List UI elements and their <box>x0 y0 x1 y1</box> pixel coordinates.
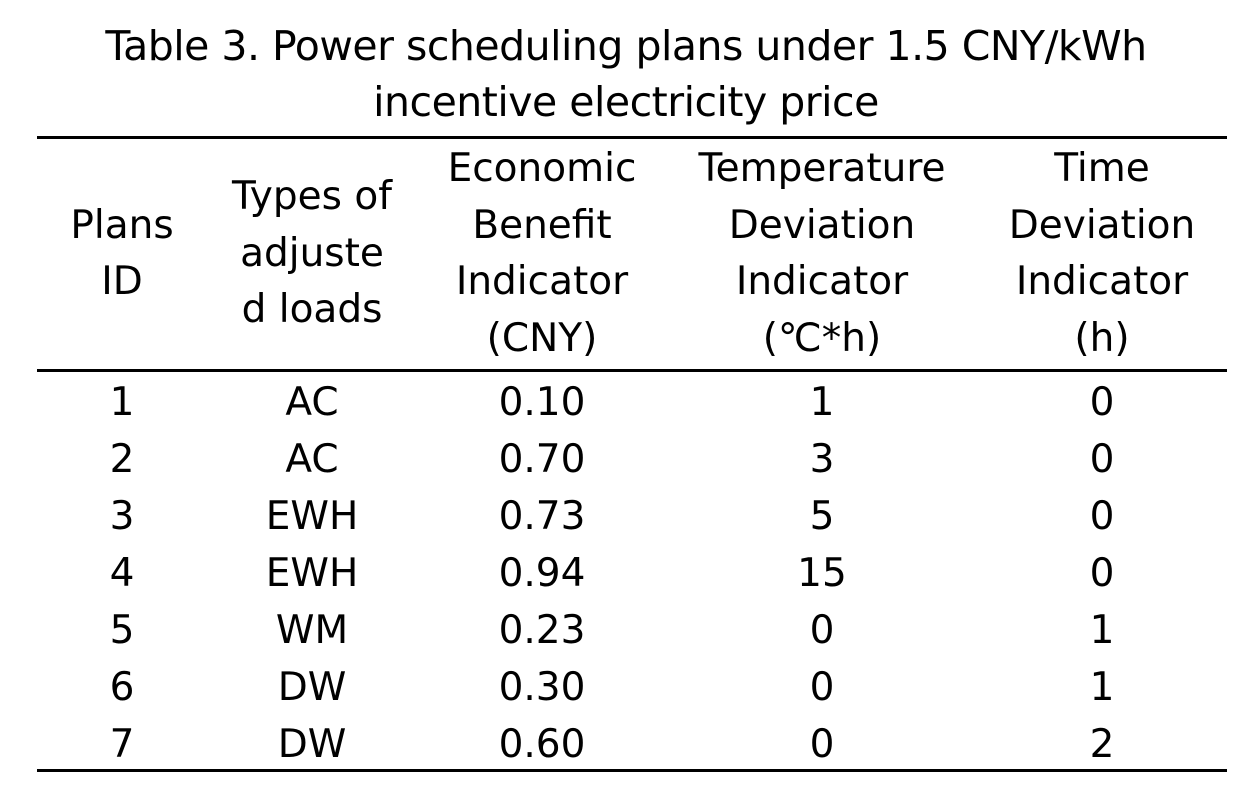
header-rule <box>37 369 1227 372</box>
cell-temperature-deviation: 0 <box>809 665 835 710</box>
table-row: 1 AC 0.10 1 0 <box>37 374 1227 431</box>
cell-plan-id: 5 <box>109 608 135 653</box>
header-text: ID <box>101 259 143 304</box>
cell-plan-id: 2 <box>109 437 135 482</box>
header-economic-benefit: Economic Benefit Indicator (CNY) <box>439 142 645 366</box>
table-body: 1 AC 0.10 1 0 2 AC 0.70 3 0 3 EWH 0.73 5… <box>37 374 1227 773</box>
header-text: (h) <box>1074 315 1130 361</box>
table-row: 5 WM 0.23 0 1 <box>37 602 1227 659</box>
table-row: 3 EWH 0.73 5 0 <box>37 488 1227 545</box>
cell-load-type: WM <box>275 608 349 653</box>
cell-plan-id: 1 <box>109 380 135 425</box>
header-text: Time <box>1054 146 1150 191</box>
cell-load-type: DW <box>277 722 347 767</box>
header-text: Indicator <box>735 259 909 304</box>
header-time-deviation: Time Deviation Indicator (h) <box>995 142 1209 366</box>
cell-time-deviation: 0 <box>1089 380 1115 425</box>
cell-time-deviation: 1 <box>1089 665 1115 710</box>
cell-temperature-deviation: 0 <box>809 722 835 767</box>
table-header: Plans ID Types of adjuste d loads Econom… <box>37 142 1227 366</box>
table-caption: Table 3. Power scheduling plans under 1.… <box>0 18 1252 130</box>
cell-economic-benefit: 0.30 <box>498 665 586 710</box>
cell-temperature-deviation: 15 <box>797 551 847 596</box>
caption-line-2: incentive electricity price <box>373 78 879 126</box>
header-text: Benefit <box>472 202 612 248</box>
table-row: 7 DW 0.60 0 2 <box>37 716 1227 773</box>
cell-plan-id: 7 <box>109 722 135 767</box>
header-text: Plans <box>70 202 174 248</box>
cell-time-deviation: 0 <box>1089 494 1115 539</box>
header-text: Indicator <box>1015 259 1189 304</box>
cell-economic-benefit: 0.10 <box>498 380 586 425</box>
cell-plan-id: 4 <box>109 551 135 596</box>
header-plans-id: Plans ID <box>37 142 207 366</box>
bottom-rule <box>37 769 1227 772</box>
cell-load-type: EWH <box>265 551 359 596</box>
cell-load-type: DW <box>277 665 347 710</box>
header-text: (℃*h) <box>762 315 882 361</box>
cell-temperature-deviation: 0 <box>809 608 835 653</box>
header-text: Deviation <box>728 202 916 248</box>
cell-plan-id: 6 <box>109 665 135 710</box>
cell-economic-benefit: 0.70 <box>498 437 586 482</box>
cell-economic-benefit: 0.60 <box>498 722 586 767</box>
cell-plan-id: 3 <box>109 494 135 539</box>
header-temperature-deviation: Temperature Deviation Indicator (℃*h) <box>682 142 962 366</box>
header-text: Deviation <box>1008 202 1196 248</box>
cell-economic-benefit: 0.73 <box>498 494 586 539</box>
header-text: adjuste <box>240 230 384 276</box>
cell-load-type: AC <box>285 380 339 425</box>
caption-line-1: Table 3. Power scheduling plans under 1.… <box>105 22 1147 70</box>
cell-temperature-deviation: 5 <box>809 494 835 539</box>
table-row: 4 EWH 0.94 15 0 <box>37 545 1227 602</box>
cell-time-deviation: 1 <box>1089 608 1115 653</box>
cell-time-deviation: 2 <box>1089 722 1115 767</box>
header-text: Temperature <box>698 146 946 191</box>
header-text: Economic <box>447 146 637 191</box>
table-row: 6 DW 0.30 0 1 <box>37 659 1227 716</box>
cell-time-deviation: 0 <box>1089 551 1115 596</box>
header-text: (CNY) <box>486 315 598 361</box>
header-text: d loads <box>241 287 383 333</box>
cell-temperature-deviation: 1 <box>809 380 835 425</box>
header-load-types: Types of adjuste d loads <box>227 142 397 366</box>
table-row: 2 AC 0.70 3 0 <box>37 431 1227 488</box>
header-text: Types of <box>232 174 392 220</box>
header-text: Indicator <box>455 259 629 304</box>
cell-economic-benefit: 0.23 <box>498 608 586 653</box>
top-rule <box>37 136 1227 139</box>
cell-economic-benefit: 0.94 <box>498 551 586 596</box>
cell-load-type: AC <box>285 437 339 482</box>
cell-load-type: EWH <box>265 494 359 539</box>
cell-time-deviation: 0 <box>1089 437 1115 482</box>
cell-temperature-deviation: 3 <box>809 437 835 482</box>
